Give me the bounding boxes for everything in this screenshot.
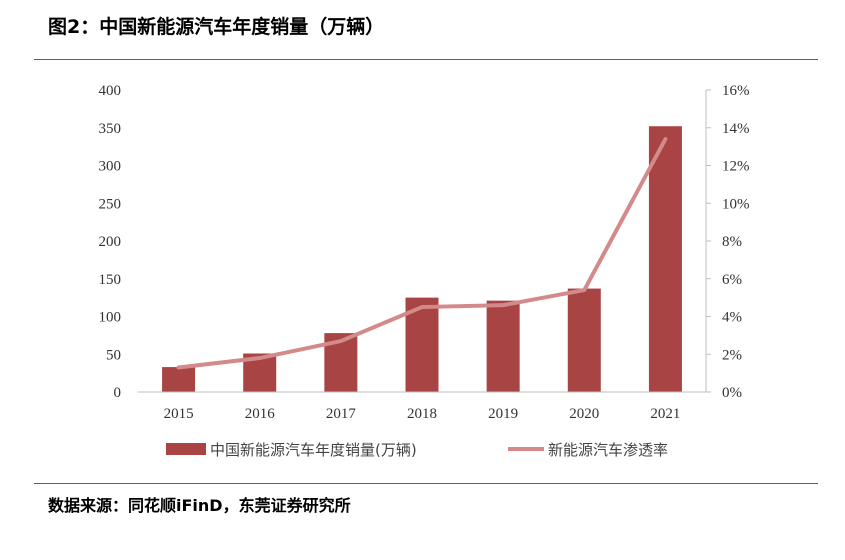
right-tick-label: 12%: [722, 159, 750, 175]
right-tick-label: 14%: [722, 121, 750, 137]
left-tick-label: 150: [99, 272, 122, 288]
legend-bar-label: 中国新能源汽车年度销量(万辆): [210, 441, 417, 459]
left-tick-label: 200: [99, 234, 122, 250]
x-tick-label: 2015: [164, 406, 194, 422]
bar-2019: [486, 300, 520, 392]
right-tick-label: 4%: [722, 310, 742, 326]
left-tick-label: 400: [99, 83, 122, 99]
legend-line-label: 新能源汽车渗透率: [548, 441, 668, 459]
top-divider: [34, 59, 818, 60]
left-tick-label: 50: [106, 347, 121, 363]
legend: 中国新能源汽车年度销量(万辆) 新能源汽车渗透率: [166, 441, 668, 459]
figure-title: 图2：中国新能源汽车年度销量（万辆）: [48, 16, 385, 38]
left-axis-ticks: 0 50 100 150 200 250 300 350 400: [99, 83, 122, 401]
source-note: 数据来源：同花顺iFinD，东莞证券研究所: [48, 496, 351, 515]
x-tick-label: 2017: [326, 406, 357, 422]
left-tick-label: 300: [99, 159, 122, 175]
x-tick-label: 2021: [650, 406, 680, 422]
left-tick-label: 0: [114, 385, 122, 401]
bottom-divider: [34, 483, 818, 484]
bar-2021: [648, 126, 682, 393]
bar-2015: [162, 367, 196, 392]
bar-2020: [567, 288, 601, 392]
right-tick-label: 10%: [722, 196, 750, 212]
x-tick-label: 2020: [569, 406, 599, 422]
penetration-line: [176, 137, 668, 370]
legend-bar-swatch: [166, 443, 206, 455]
x-tick-label: 2016: [245, 406, 276, 422]
right-tick-label: 6%: [722, 272, 742, 288]
right-axis-ticks: 0% 2% 4% 6% 8% 10% 12% 14% 16%: [706, 83, 750, 401]
right-tick-label: 8%: [722, 234, 742, 250]
x-axis-ticks: 2015 2016 2017 2018 2019 2020 2021: [164, 406, 681, 422]
left-tick-label: 100: [99, 310, 122, 326]
x-tick-label: 2019: [488, 406, 518, 422]
x-tick-label: 2018: [407, 406, 437, 422]
bar-series: [162, 126, 682, 393]
right-tick-label: 2%: [722, 347, 742, 363]
left-tick-label: 350: [99, 121, 122, 137]
right-tick-label: 16%: [722, 83, 750, 99]
left-tick-label: 250: [99, 196, 122, 212]
right-tick-label: 0%: [722, 385, 742, 401]
line-series: [176, 137, 668, 370]
